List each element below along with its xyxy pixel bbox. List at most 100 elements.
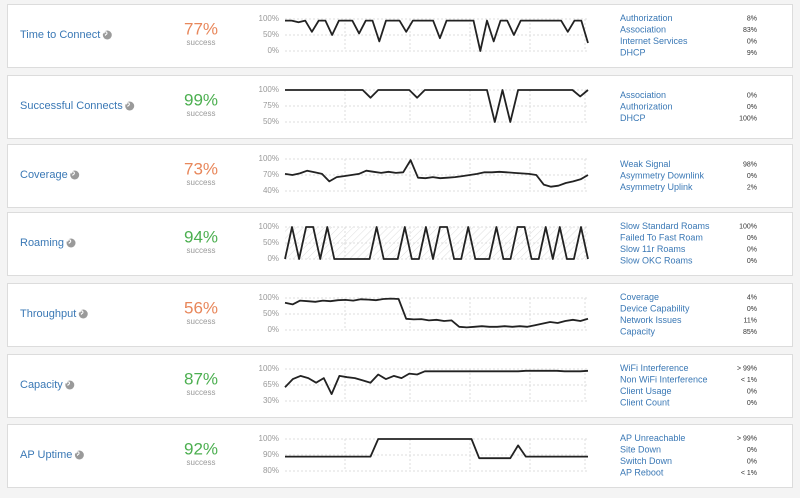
help-glyph [75,451,80,456]
help-circle [65,380,75,390]
reason-label[interactable]: Internet Services [620,36,688,46]
success-percent: 94% [184,227,218,246]
card-title[interactable]: Throughput [20,308,76,320]
success-caption: success [187,317,216,326]
help-icon[interactable] [125,101,135,111]
card: Successful Connects 99%success 100% 75% 50% A… [7,75,793,139]
reason-label[interactable]: Slow 11r Roams [620,244,686,254]
y-tick-label: 100% [259,85,279,94]
y-tick-label: 100% [259,434,279,443]
reason-value: < 1% [741,470,757,477]
card: Time to Connect 77%success 100% 50% 0% Author… [7,4,793,68]
help-circle [78,309,88,319]
success-percent: 92% [184,439,218,458]
help-circle [74,450,84,460]
reason-label[interactable]: Slow OKC Roams [620,256,693,266]
card: Coverage 73%success 100% 70% 40% Weak Signal 9… [7,144,793,208]
reason-label[interactable]: Device Capability [620,304,690,314]
reason-label[interactable]: Slow Standard Roams [620,221,710,231]
help-glyph [70,171,75,176]
reason-label[interactable]: DHCP [620,48,646,58]
help-circle [70,170,80,180]
reason-value: 0% [747,258,757,265]
help-glyph [79,310,84,315]
reason-label[interactable]: Switch Down [620,456,672,466]
card-title[interactable]: AP Uptime [20,449,72,461]
help-icon[interactable] [78,309,88,319]
card-title[interactable]: Successful Connects [20,100,123,112]
reason-value: 9% [747,50,757,57]
success-caption: success [187,388,216,397]
reason-label[interactable]: Authorization [620,13,673,23]
reason-label[interactable]: Asymmetry Uplink [620,182,693,192]
card: Capacity 87%success 100% 65% 30% WiFi Interfe… [7,354,793,418]
reason-value: 0% [747,235,757,242]
reason-label[interactable]: Site Down [620,445,661,455]
y-tick-label: 0% [267,325,279,334]
success-percent: 77% [184,19,218,38]
reason-value: 0% [747,92,757,99]
y-tick-label: 100% [259,222,279,231]
card-title[interactable]: Roaming [20,237,64,249]
reason-label[interactable]: Non WiFi Interference [620,375,708,385]
success-caption: success [187,246,216,255]
reason-label[interactable]: Authorization [620,101,673,111]
sparkline [284,297,589,329]
help-icon[interactable] [70,170,80,180]
reason-label[interactable]: Client Usage [620,386,672,396]
reason-value: 0% [747,173,757,180]
reason-value: 0% [747,447,757,454]
reason-label[interactable]: Network Issues [620,315,682,325]
y-tick-label: 100% [259,293,279,302]
y-tick-label: 100% [259,154,279,163]
reason-label[interactable]: Asymmetry Downlink [620,170,705,180]
reason-label[interactable]: WiFi Interference [620,363,689,373]
y-tick-label: 90% [263,450,279,459]
sparkline [285,89,589,123]
card-box [7,283,793,347]
card-box [7,4,793,68]
reason-label[interactable]: Weak Signal [620,159,670,169]
reason-value: 0% [747,39,757,46]
reason-value: 100% [739,224,757,231]
help-glyph [125,102,130,107]
y-tick-label: 50% [263,238,279,247]
help-circle [102,30,112,40]
sparkline [285,19,589,52]
card-title[interactable]: Coverage [20,169,68,181]
success-percent: 73% [184,159,218,178]
reason-value: > 99% [737,366,757,373]
card: Roaming 94%success 100% 50% 0% Slow Standard … [7,212,793,276]
reason-label[interactable]: DHCP [620,113,646,123]
reason-value: 0% [747,389,757,396]
reason-label[interactable]: AP Reboot [620,468,664,478]
help-icon[interactable] [66,238,76,248]
reason-label[interactable]: Coverage [620,292,659,302]
reason-label[interactable]: Failed To Fast Roam [620,233,703,243]
reason-value: > 99% [737,436,757,443]
reason-value: 100% [739,115,757,122]
success-percent: 56% [184,298,218,317]
card-title[interactable]: Time to Connect [20,29,100,41]
reason-value: 0% [747,400,757,407]
reason-value: 2% [747,184,757,191]
reason-value: 8% [747,16,757,23]
reason-label[interactable]: AP Unreachable [620,433,685,443]
success-caption: success [187,458,216,467]
help-icon[interactable] [65,380,75,390]
help-icon[interactable] [74,450,84,460]
reason-label[interactable]: Client Count [620,398,670,408]
reason-label[interactable]: Association [620,25,666,35]
card-title[interactable]: Capacity [20,379,63,391]
reason-value: 4% [747,295,757,302]
reason-value: 0% [747,459,757,466]
y-tick-label: 65% [263,380,279,389]
reason-label[interactable]: Capacity [620,327,656,337]
card: AP Uptime 92%success 100% 90% 80% AP Unreacha… [7,424,793,488]
help-icon[interactable] [102,30,112,40]
sparkline [284,369,589,396]
reason-value: 85% [743,329,757,336]
reason-label[interactable]: Association [620,90,666,100]
